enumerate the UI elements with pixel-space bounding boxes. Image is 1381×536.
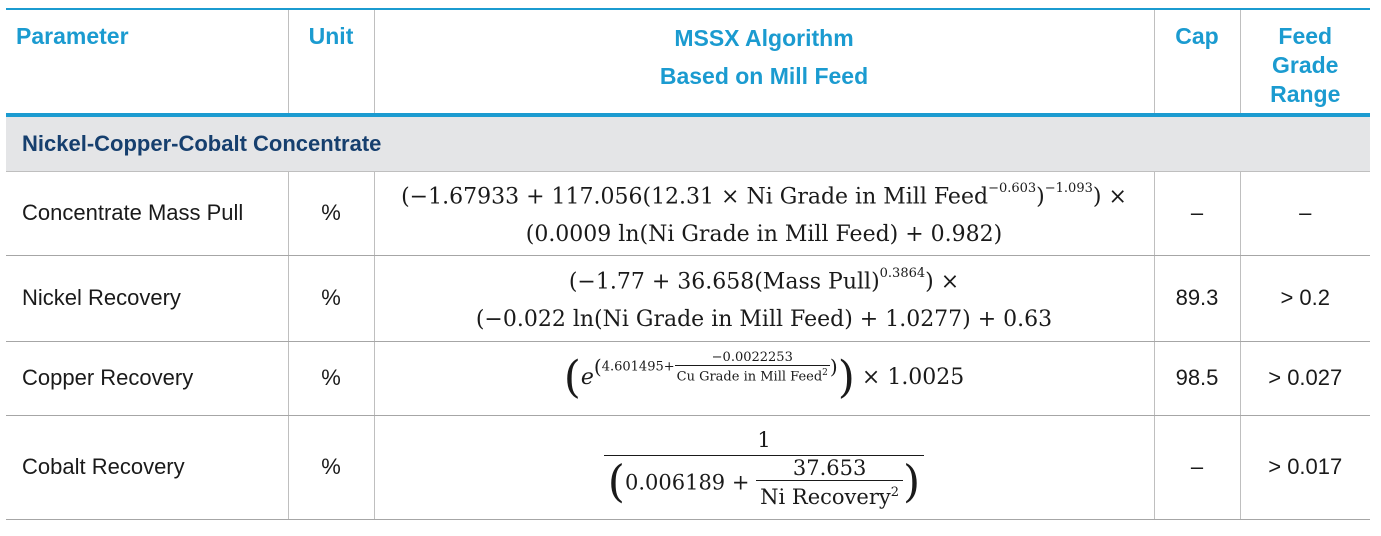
row-unit: % xyxy=(288,415,375,520)
formula-part: ) × xyxy=(1092,183,1127,209)
exponent-fraction: −0.0022253 Cu Grade in Mill Feed2 xyxy=(674,350,830,385)
table-row: Copper Recovery % (e(4.601495+ −0.0022253… xyxy=(6,341,1370,416)
formula-line1: (−1.77 + 36.658(Mass Pull)0.3864) × xyxy=(376,258,1153,301)
row-range: > 0.017 xyxy=(1240,415,1370,520)
header-parameter: Parameter xyxy=(6,9,289,115)
header-algorithm-line2: Based on Mill Feed xyxy=(659,63,869,89)
row-formula: (e(4.601495+ −0.0022253 Cu Grade in Mill F… xyxy=(374,341,1155,416)
row-parameter: Copper Recovery xyxy=(6,341,289,416)
inner-denominator: Ni Recovery2 xyxy=(756,481,903,509)
formula-part: (−1.77 + 36.658(Mass Pull) xyxy=(568,268,880,294)
header-feed-grade-range: Feed Grade Range xyxy=(1240,9,1370,115)
header-algorithm: MSSX Algorithm Based on Mill Feed xyxy=(374,9,1155,115)
formula-tail: × 1.0025 xyxy=(861,365,965,391)
formula-exponent: −1.093 xyxy=(1044,180,1093,196)
row-range: – xyxy=(1240,171,1370,256)
inner-denominator-text: Ni Recovery xyxy=(760,485,891,510)
formula-exponent: 0.3864 xyxy=(879,265,926,281)
recovery-parameters-table: Parameter Unit MSSX Algorithm Based on M… xyxy=(6,8,1370,520)
formula-part: (−1.67933 + 117.056(12.31 × Ni Grade in … xyxy=(401,183,989,209)
inner-numerator: 37.653 xyxy=(756,456,904,482)
formula-part: ) × xyxy=(925,268,960,294)
row-cap: – xyxy=(1154,415,1241,520)
formula-exponent: (4.601495+ −0.0022253 Cu Grade in Mill Fee… xyxy=(593,350,838,385)
right-paren: ) xyxy=(903,456,921,508)
section-row: Nickel-Copper-Cobalt Concentrate xyxy=(6,115,1370,172)
formula-part: ) xyxy=(1036,183,1045,209)
row-formula: 1 (0.006189 + 37.653 Ni Recovery2) xyxy=(374,415,1155,520)
row-cap: 98.5 xyxy=(1154,341,1241,416)
table-header: Parameter Unit MSSX Algorithm Based on M… xyxy=(6,9,1370,115)
section-title: Nickel-Copper-Cobalt Concentrate xyxy=(6,115,1370,172)
left-paren: ( xyxy=(563,352,581,404)
row-unit: % xyxy=(288,341,375,416)
row-parameter: Cobalt Recovery xyxy=(6,415,289,520)
row-unit: % xyxy=(288,255,375,342)
exponent-denominator-text: Cu Grade in Mill Feed xyxy=(676,369,823,385)
row-unit: % xyxy=(288,171,375,256)
row-parameter: Nickel Recovery xyxy=(6,255,289,342)
left-paren: ( xyxy=(607,456,625,508)
formula-line1: (−1.67933 + 117.056(12.31 × Ni Grade in … xyxy=(376,173,1153,216)
header-range-line3: Range xyxy=(1270,81,1341,107)
formula-fraction: 1 (0.006189 + 37.653 Ni Recovery2) xyxy=(603,425,925,509)
exponent-denominator: Cu Grade in Mill Feed2 xyxy=(675,366,830,384)
row-cap: 89.3 xyxy=(1154,255,1241,342)
table-row: Cobalt Recovery % 1 (0.006189 + 37.653 Ni… xyxy=(6,415,1370,520)
exponent-constant: 4.601495+ xyxy=(601,360,675,375)
formula-denominator: (0.006189 + 37.653 Ni Recovery2) xyxy=(604,456,924,509)
row-formula: (−1.67933 + 117.056(12.31 × Ni Grade in … xyxy=(374,171,1155,256)
row-formula: (−1.77 + 36.658(Mass Pull)0.3864) × (−0.… xyxy=(374,255,1155,342)
right-paren: ) xyxy=(837,352,855,404)
header-algorithm-line1: MSSX Algorithm xyxy=(674,25,854,51)
header-range-line2: Grade xyxy=(1272,52,1339,78)
table-row: Nickel Recovery % (−1.77 + 36.658(Mass P… xyxy=(6,255,1370,342)
header-unit: Unit xyxy=(288,9,375,115)
header-cap: Cap xyxy=(1154,9,1241,115)
row-parameter: Concentrate Mass Pull xyxy=(6,171,289,256)
formula-line2: (−0.022 ln(Ni Grade in Mill Feed) + 1.02… xyxy=(475,306,1053,332)
header-range-line1: Feed xyxy=(1278,23,1333,49)
formula-numerator: 1 xyxy=(603,425,925,457)
denominator-constant: 0.006189 + xyxy=(624,470,750,495)
exponent-power: 2 xyxy=(822,368,828,379)
table-row: Concentrate Mass Pull % (−1.67933 + 117.… xyxy=(6,171,1370,256)
row-range: > 0.027 xyxy=(1240,341,1370,416)
formula-base: e xyxy=(580,365,594,391)
row-cap: – xyxy=(1154,171,1241,256)
formula-line: (e(4.601495+ −0.0022253 Cu Grade in Mill F… xyxy=(376,350,1153,400)
formula-line2: (0.0009 ln(Ni Grade in Mill Feed) + 0.98… xyxy=(525,221,1003,247)
row-range: > 0.2 xyxy=(1240,255,1370,342)
denominator-fraction: 37.653 Ni Recovery2 xyxy=(756,456,904,509)
formula-exponent: −0.603 xyxy=(988,180,1037,196)
exponent-numerator: −0.0022253 xyxy=(674,350,830,367)
inner-power: 2 xyxy=(890,485,900,501)
